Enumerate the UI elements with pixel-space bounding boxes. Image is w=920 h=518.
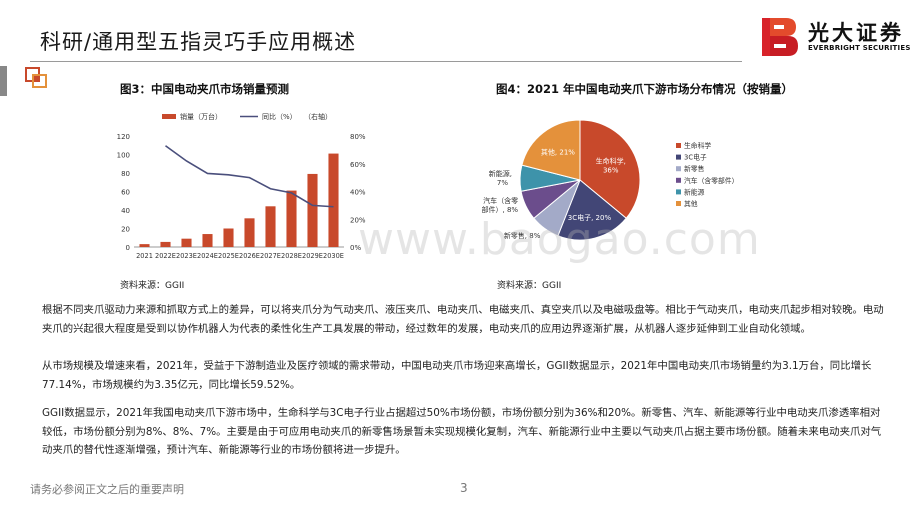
bar — [307, 173, 318, 247]
y-tick-label: 100 — [117, 152, 130, 160]
bar — [202, 234, 213, 247]
bar — [265, 206, 276, 247]
legend-label: 生命科学 — [684, 141, 711, 150]
bar — [328, 153, 339, 247]
paragraph-2: 从市场规模及增速来看，2021年，受益于下游制造业及医疗领域的需求带动，中国电动… — [42, 360, 872, 391]
y2-tick-label: 40% — [350, 189, 366, 197]
bar — [160, 241, 171, 247]
x-tick-label: 2023E — [176, 252, 197, 260]
legend-swatch — [676, 166, 681, 172]
legend-swatch — [676, 154, 681, 160]
slice-label: 生命科学, — [596, 157, 626, 166]
watermark: www.baogao.com — [358, 214, 761, 265]
legend-bar-swatch — [162, 114, 176, 119]
bar — [139, 244, 150, 247]
legend-label: 新零售 — [684, 164, 705, 173]
legend-swatch — [676, 177, 681, 183]
side-accent-bar — [0, 66, 7, 96]
logo-name-en: EVERBRIGHT SECURITIES — [808, 44, 911, 52]
x-tick-label: 2025E — [218, 252, 239, 260]
figure4-title: 图4：2021 年中国电动夹爪下游市场分布情况（按销量） — [496, 82, 794, 96]
figure3-title: 图3：中国电动夹爪市场销量预测 — [120, 82, 289, 96]
y-tick-label: 80 — [121, 170, 130, 178]
slice-label-pct: 36% — [603, 167, 619, 175]
y-tick-label: 0 — [126, 244, 130, 252]
bar — [181, 238, 192, 247]
everbright-logo-icon — [762, 18, 798, 56]
slice-label: 新能源, — [489, 169, 512, 178]
legend-label: 汽车（含零部件） — [684, 176, 738, 185]
bar — [286, 190, 297, 247]
x-tick-label: 2022E — [155, 252, 176, 260]
paragraph-1: 根据不同夹爪驱动力来源和抓取方式上的差异，可以将夹爪分为气动夹爪、液压夹爪、电动… — [42, 304, 884, 335]
yoy-series-line — [165, 145, 334, 208]
slice-label: 其他, 21% — [541, 148, 575, 157]
x-tick-label: 2027E — [260, 252, 281, 260]
footer-disclaimer: 请务必参阅正文之后的重要声明 — [30, 483, 184, 496]
page-title: 科研/通用型五指灵巧手应用概述 — [40, 30, 357, 54]
y-tick-label: 60 — [121, 189, 130, 197]
legend-swatch — [676, 143, 681, 148]
legend-bar-label: 销量（万台） — [180, 112, 222, 121]
legend-swatch — [676, 189, 681, 195]
y-tick-label: 40 — [121, 207, 130, 215]
section-squares-icon — [25, 67, 47, 88]
x-tick-label: 2026E — [239, 252, 260, 260]
slice-label-line2: 部件）, 8% — [482, 205, 518, 214]
figure3-source: 资料来源：GGII — [120, 281, 185, 291]
figure4-source: 资料来源：GGII — [497, 281, 562, 291]
x-tick-label: 2029E — [302, 252, 323, 260]
legend-label: 其他 — [684, 199, 698, 208]
header-divider — [30, 61, 742, 62]
page-number: 3 — [460, 481, 468, 495]
x-tick-label: 2030E — [323, 252, 344, 260]
pie-slice — [579, 119, 641, 219]
legend-axis-note: （右轴） — [304, 112, 332, 121]
legend-line-label: 同比（%） — [262, 112, 297, 121]
bar — [244, 218, 255, 247]
y2-tick-label: 80% — [350, 133, 366, 141]
x-tick-label: 2024E — [197, 252, 218, 260]
bar — [223, 228, 234, 247]
downstream-distribution-chart: 生命科学,36% 3C电子, 20% 其他, 21% 新零售, 8% 汽车（含零部件）,… — [482, 119, 738, 241]
slice-label: 新零售, 8% — [504, 231, 541, 240]
slice-label-pct: 7% — [497, 179, 508, 187]
pie-slice — [521, 119, 581, 181]
legend-label: 3C电子 — [684, 153, 707, 162]
paragraph-3: GGII数据显示，2021年我国电动夹爪下游市场中，生命科学与3C电子行业占据超… — [42, 407, 882, 456]
pie-slice — [557, 179, 627, 241]
slice-label: 3C电子, 20% — [568, 213, 612, 222]
slice-label: 汽车（含零 — [483, 196, 518, 205]
y2-tick-label: 0% — [350, 244, 361, 252]
y2-tick-label: 20% — [350, 216, 366, 224]
y-tick-label: 20 — [121, 226, 130, 234]
logo-name-cn: 光大证券 — [808, 21, 904, 45]
y-tick-label: 120 — [117, 133, 130, 141]
y2-tick-label: 60% — [350, 161, 366, 169]
x-tick-label: 2021 — [136, 252, 153, 260]
legend-label: 新能源 — [684, 187, 705, 196]
legend-swatch — [676, 201, 681, 206]
x-tick-label: 2028E — [281, 252, 302, 260]
